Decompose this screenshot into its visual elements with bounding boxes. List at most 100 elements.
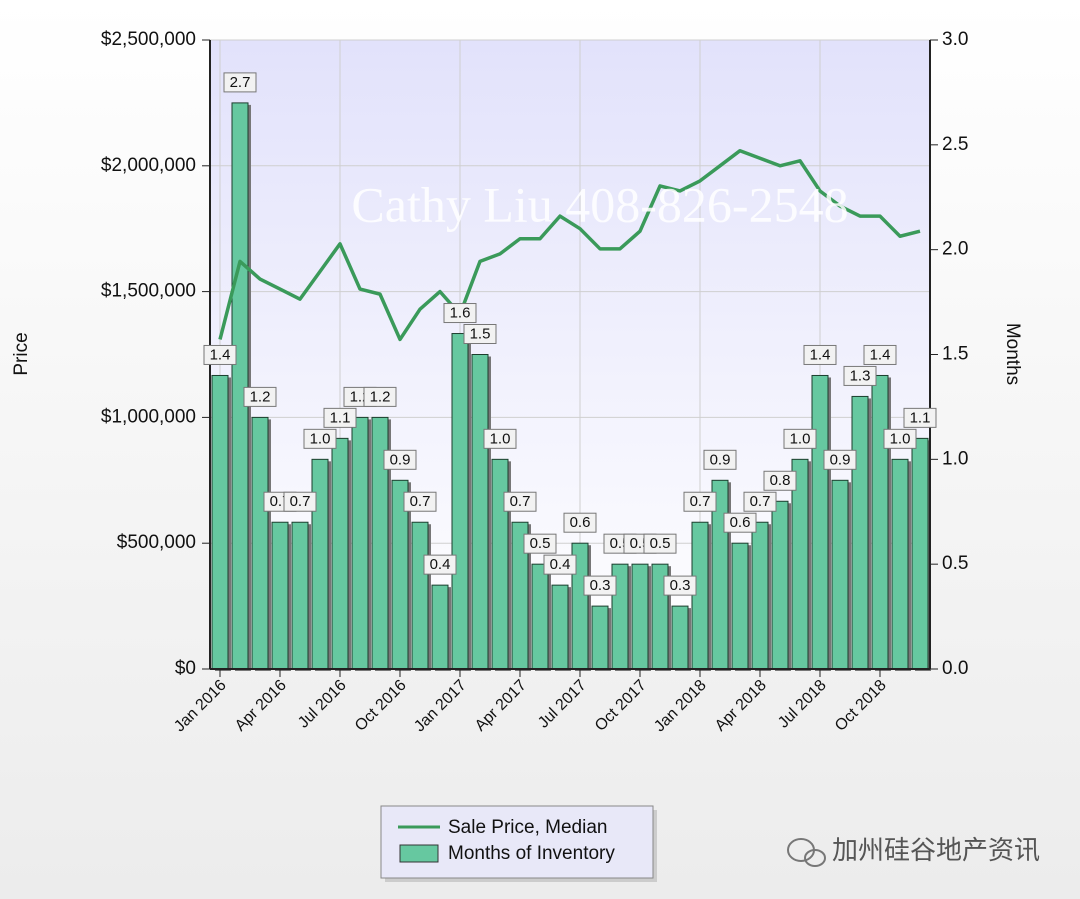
data-label-box	[443, 303, 477, 324]
data-label: 0.9	[830, 451, 851, 468]
data-label: 1.4	[210, 346, 231, 363]
bar	[791, 458, 809, 670]
y-tick-label: $2,500,000	[101, 29, 196, 50]
line	[218, 148, 921, 342]
data-label-box	[903, 407, 937, 428]
data-label: 0.3	[590, 577, 611, 594]
data-label: 1.0	[890, 430, 911, 447]
data-label: 0.7	[690, 493, 711, 510]
bar	[871, 374, 889, 670]
bar	[751, 521, 769, 670]
data-label-box	[763, 470, 797, 491]
watermark: Cathy Liu 408-826-2548	[351, 176, 848, 232]
y-tick-label: $2,000,000	[101, 155, 196, 176]
data-label: 0.4	[430, 556, 451, 573]
bar	[731, 542, 749, 670]
data-label: 1.3	[850, 367, 871, 384]
bar	[771, 500, 789, 670]
data-label-box	[643, 533, 677, 554]
bar	[691, 521, 709, 670]
bar	[451, 333, 469, 670]
legend-label: Months of Inventory	[448, 843, 615, 864]
bar	[351, 416, 369, 670]
data-label: 0.8	[770, 472, 791, 489]
bar	[271, 521, 289, 670]
data-label-box	[203, 344, 237, 365]
data-label-box	[543, 554, 577, 575]
bar	[211, 374, 229, 670]
bar	[831, 479, 849, 670]
data-label-box	[823, 449, 857, 470]
data-label-box	[243, 386, 277, 407]
data-label: 0.6	[730, 514, 751, 531]
bar	[251, 416, 269, 670]
data-label-box	[563, 512, 597, 533]
data-label: 1.5	[470, 325, 491, 342]
data-label-box	[423, 554, 457, 575]
data-label-box	[723, 512, 757, 533]
data-label-box	[523, 533, 557, 554]
bar	[431, 584, 449, 670]
data-label-box	[303, 428, 337, 449]
bar	[231, 102, 249, 670]
data-label: 0.9	[710, 451, 731, 468]
data-label-box	[843, 365, 877, 386]
legend: Sale Price, Median Months of Inventory	[380, 805, 657, 882]
data-label-box	[223, 72, 257, 93]
data-label: 1.0	[790, 430, 811, 447]
bar	[591, 605, 609, 670]
y2-tick-label: 0.5	[942, 553, 968, 574]
y2-tick-label: 3.0	[942, 29, 968, 50]
y-axis-label: Price	[11, 332, 32, 375]
data-label-box	[283, 491, 317, 512]
data-label-box	[463, 324, 497, 344]
data-label: 1.0	[310, 430, 331, 447]
data-label: 1.4	[870, 346, 891, 363]
bar	[811, 374, 829, 670]
bar	[471, 354, 489, 670]
y2-tick-label: 2.5	[942, 134, 968, 155]
bar	[851, 395, 869, 670]
y2-tick-label: 0.0	[942, 658, 968, 679]
data-label: 0.5	[530, 535, 551, 552]
bar	[531, 563, 549, 670]
data-label: 1.0	[490, 430, 511, 447]
data-label: 0.7	[750, 493, 771, 510]
y2-tick-label: 1.0	[942, 448, 968, 469]
data-label: 2.7	[230, 74, 251, 91]
data-label: 0.7	[510, 493, 531, 510]
y-tick-label: $1,000,000	[101, 406, 196, 427]
data-label: 1.2	[370, 388, 391, 405]
data-label: 1.1	[330, 409, 351, 426]
data-label: 1.4	[810, 346, 831, 363]
y-tick-label: $0	[175, 658, 196, 679]
data-label-box	[783, 428, 817, 449]
bar	[291, 521, 309, 670]
data-label: 1.6	[450, 305, 471, 322]
bar	[551, 584, 569, 670]
data-label-box	[663, 575, 697, 596]
data-label-box	[743, 491, 777, 512]
data-label-box	[863, 344, 897, 365]
data-label-box	[383, 449, 417, 470]
bar	[491, 458, 509, 670]
bar	[331, 437, 349, 670]
data-label-box	[583, 575, 617, 596]
data-label-box	[363, 386, 397, 407]
data-label: 0.7	[410, 493, 431, 510]
bar	[311, 458, 329, 670]
bar	[631, 563, 649, 670]
data-label: 1.2	[250, 388, 271, 405]
data-label-box	[403, 491, 437, 512]
bar	[671, 605, 689, 670]
bar	[411, 521, 429, 670]
legend-swatch	[399, 844, 439, 863]
data-label: 0.3	[670, 577, 691, 594]
y2-tick-label: 1.5	[942, 344, 968, 365]
data-label: 0.9	[390, 451, 411, 468]
data-label-box	[323, 407, 357, 428]
data-label: 0.5	[650, 535, 671, 552]
data-label: 0.6	[570, 514, 591, 531]
y-tick-label: $1,500,000	[101, 281, 196, 302]
